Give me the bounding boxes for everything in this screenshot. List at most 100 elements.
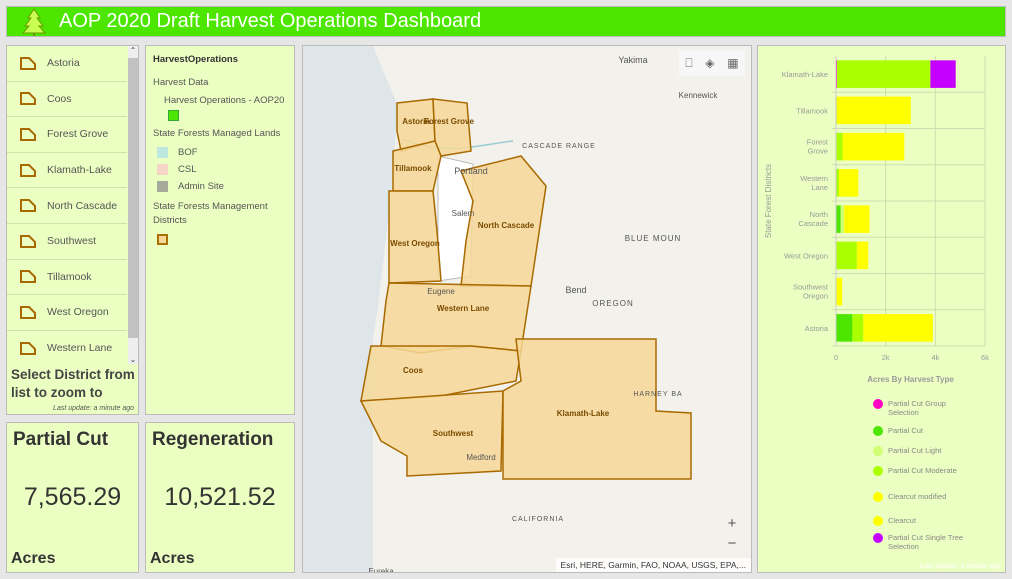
map-view[interactable]: Astoria Forest Grove Tillamook West Oregon N… <box>302 45 752 573</box>
place-label: Yakima <box>618 55 647 65</box>
bar-segment[interactable] <box>856 241 869 270</box>
legend-label: Clearcut <box>888 516 916 525</box>
legend-dot-icon <box>873 426 883 436</box>
harvest-bar-chart: 0 2k 4k 6k Klamath-Lake Tillamook Forest Grove W… <box>764 56 989 384</box>
district-list-item[interactable]: North Cascade <box>7 188 127 224</box>
scrollbar[interactable]: ⌃ ⌄ <box>128 46 138 364</box>
bar-segment[interactable] <box>842 132 905 161</box>
regeneration-indicator: Regeneration 10,521.52 Acres <box>145 422 295 573</box>
polygon-icon <box>20 199 36 213</box>
bar-segment[interactable] <box>840 205 845 233</box>
place-label: CALIFORNIA <box>512 516 564 523</box>
x-axis-title: Acres By Harvest Type <box>867 375 954 384</box>
district-name: North Cascade <box>47 199 118 212</box>
bar-segment[interactable] <box>836 132 843 161</box>
place-label: Eureka <box>368 567 394 573</box>
bar-segment[interactable] <box>836 205 841 233</box>
district-name: Southwest <box>47 235 97 248</box>
legend-title: HarvestOperations <box>153 54 239 65</box>
legend-swatch-bof <box>157 147 168 159</box>
bar-segment[interactable] <box>930 60 956 88</box>
indicator-title: Regeneration <box>152 429 274 450</box>
polygon-icon <box>20 234 36 248</box>
legend-group-harvest-data: Harvest Data <box>153 77 209 88</box>
y-category-label: Southwest Oregon <box>793 283 829 301</box>
legend-layer-label: Harvest Operations - AOP20 <box>164 95 285 106</box>
harvest-chart-panel: 0 2k 4k 6k Klamath-Lake Tillamook Forest Grove W… <box>757 45 1006 573</box>
zoom-out-button[interactable]: − <box>727 535 737 552</box>
indicator-value: 10,521.52 <box>164 483 276 511</box>
place-label: Kennewick <box>679 91 719 100</box>
place-label: CASCADE RANGE <box>522 143 596 150</box>
polygon-icon <box>20 305 36 319</box>
district-polygon[interactable] <box>502 338 692 480</box>
district-list-item[interactable]: Klamath-Lake <box>7 153 127 189</box>
bar-segment[interactable] <box>836 314 853 342</box>
chart-legend-item[interactable]: Partial Cut Group Selection <box>873 399 968 417</box>
district-label: Forest Grove <box>424 117 474 126</box>
district-label: West Oregon <box>390 239 440 248</box>
bar-segment[interactable] <box>863 314 933 342</box>
legend-dot-icon <box>873 446 883 456</box>
district-list-panel: Astoria Coos Forest Grove Klamath-Lake North… <box>6 45 139 415</box>
bar-segment[interactable] <box>844 205 870 233</box>
district-list-item[interactable]: Western Lane <box>7 331 127 364</box>
layers-icon[interactable]: ◈ <box>705 56 715 70</box>
bar-segment[interactable] <box>838 169 859 197</box>
tree-icon <box>21 7 47 36</box>
district-list-item[interactable]: Forest Grove <box>7 117 127 153</box>
district-polygon[interactable] <box>380 282 532 354</box>
legend-dot-icon <box>873 516 883 526</box>
district-polygon[interactable] <box>432 98 472 157</box>
partial-cut-indicator: Partial Cut 7,565.29 Acres <box>6 422 139 573</box>
district-list-item[interactable]: West Oregon <box>7 295 127 331</box>
legend-label-bof: BOF <box>178 147 198 159</box>
bar-segment[interactable] <box>836 241 857 270</box>
district-list-item[interactable]: Tillamook <box>7 260 127 296</box>
district-name: Tillamook <box>47 270 92 283</box>
y-category-label: Tillamook <box>796 106 828 115</box>
polygon-icon <box>20 163 36 177</box>
basemap-gallery-icon[interactable]: ▦ <box>727 56 739 70</box>
legend-label: Partial Cut Single Tree Selection <box>888 533 964 551</box>
scroll-thumb[interactable] <box>128 58 138 338</box>
legend-label: Partial Cut Group Selection <box>888 399 946 417</box>
chart-legend-item[interactable]: Clearcut modified <box>873 492 968 502</box>
bar-segment[interactable] <box>836 277 843 306</box>
map-legend: HarvestOperations Harvest Data Harvest O… <box>145 45 295 415</box>
bookmark-icon[interactable]: ⎕ <box>685 55 693 70</box>
chart-legend-item[interactable]: Partial Cut Moderate <box>873 466 968 476</box>
dashboard-title: AOP 2020 Draft Harvest Operations Dashbo… <box>59 10 482 32</box>
bar-segment[interactable] <box>836 169 839 197</box>
district-polygon[interactable] <box>392 140 442 192</box>
legend-label-admin: Admin Site <box>178 181 224 193</box>
bar-segment[interactable] <box>836 96 911 125</box>
list-instruction: Select District from list to zoom to <box>11 367 135 400</box>
legend-dot-icon <box>873 492 883 502</box>
place-label: HARNEY BA <box>633 391 682 398</box>
polygon-icon <box>20 270 36 284</box>
zoom-in-button[interactable]: + <box>727 515 737 532</box>
chart-legend-item[interactable]: Partial Cut Light <box>873 446 968 456</box>
bar-segment[interactable] <box>852 314 864 342</box>
district-list-item[interactable]: Astoria <box>7 46 127 82</box>
chart-legend-item[interactable]: Partial Cut Single Tree Selection <box>873 533 968 551</box>
map-attribution: Esri, HERE, Garmin, FAO, NOAA, USGS, EPA… <box>555 558 751 572</box>
district-polygon[interactable] <box>388 190 442 284</box>
chart-legend-item[interactable]: Partial Cut <box>873 426 968 436</box>
y-axis-title: State Forest Districts <box>764 164 773 238</box>
chart-legend-item[interactable]: Clearcut <box>873 516 968 526</box>
district-label: Southwest <box>433 429 474 438</box>
legend-label-csl: CSL <box>178 164 197 176</box>
chart-last-update: Last update: a minute ago <box>920 563 1001 570</box>
place-label: Salem <box>452 209 475 218</box>
legend-swatch-csl <box>157 164 168 176</box>
district-list-item[interactable]: Coos <box>7 82 127 118</box>
indicator-unit: Acres <box>150 550 195 567</box>
legend-swatch-harvest <box>168 110 179 121</box>
bar-segment[interactable] <box>836 60 931 88</box>
district-name: Forest Grove <box>47 128 109 141</box>
indicator-title: Partial Cut <box>13 429 109 450</box>
place-label: Medford <box>466 453 495 462</box>
district-list-item[interactable]: Southwest <box>7 224 127 260</box>
